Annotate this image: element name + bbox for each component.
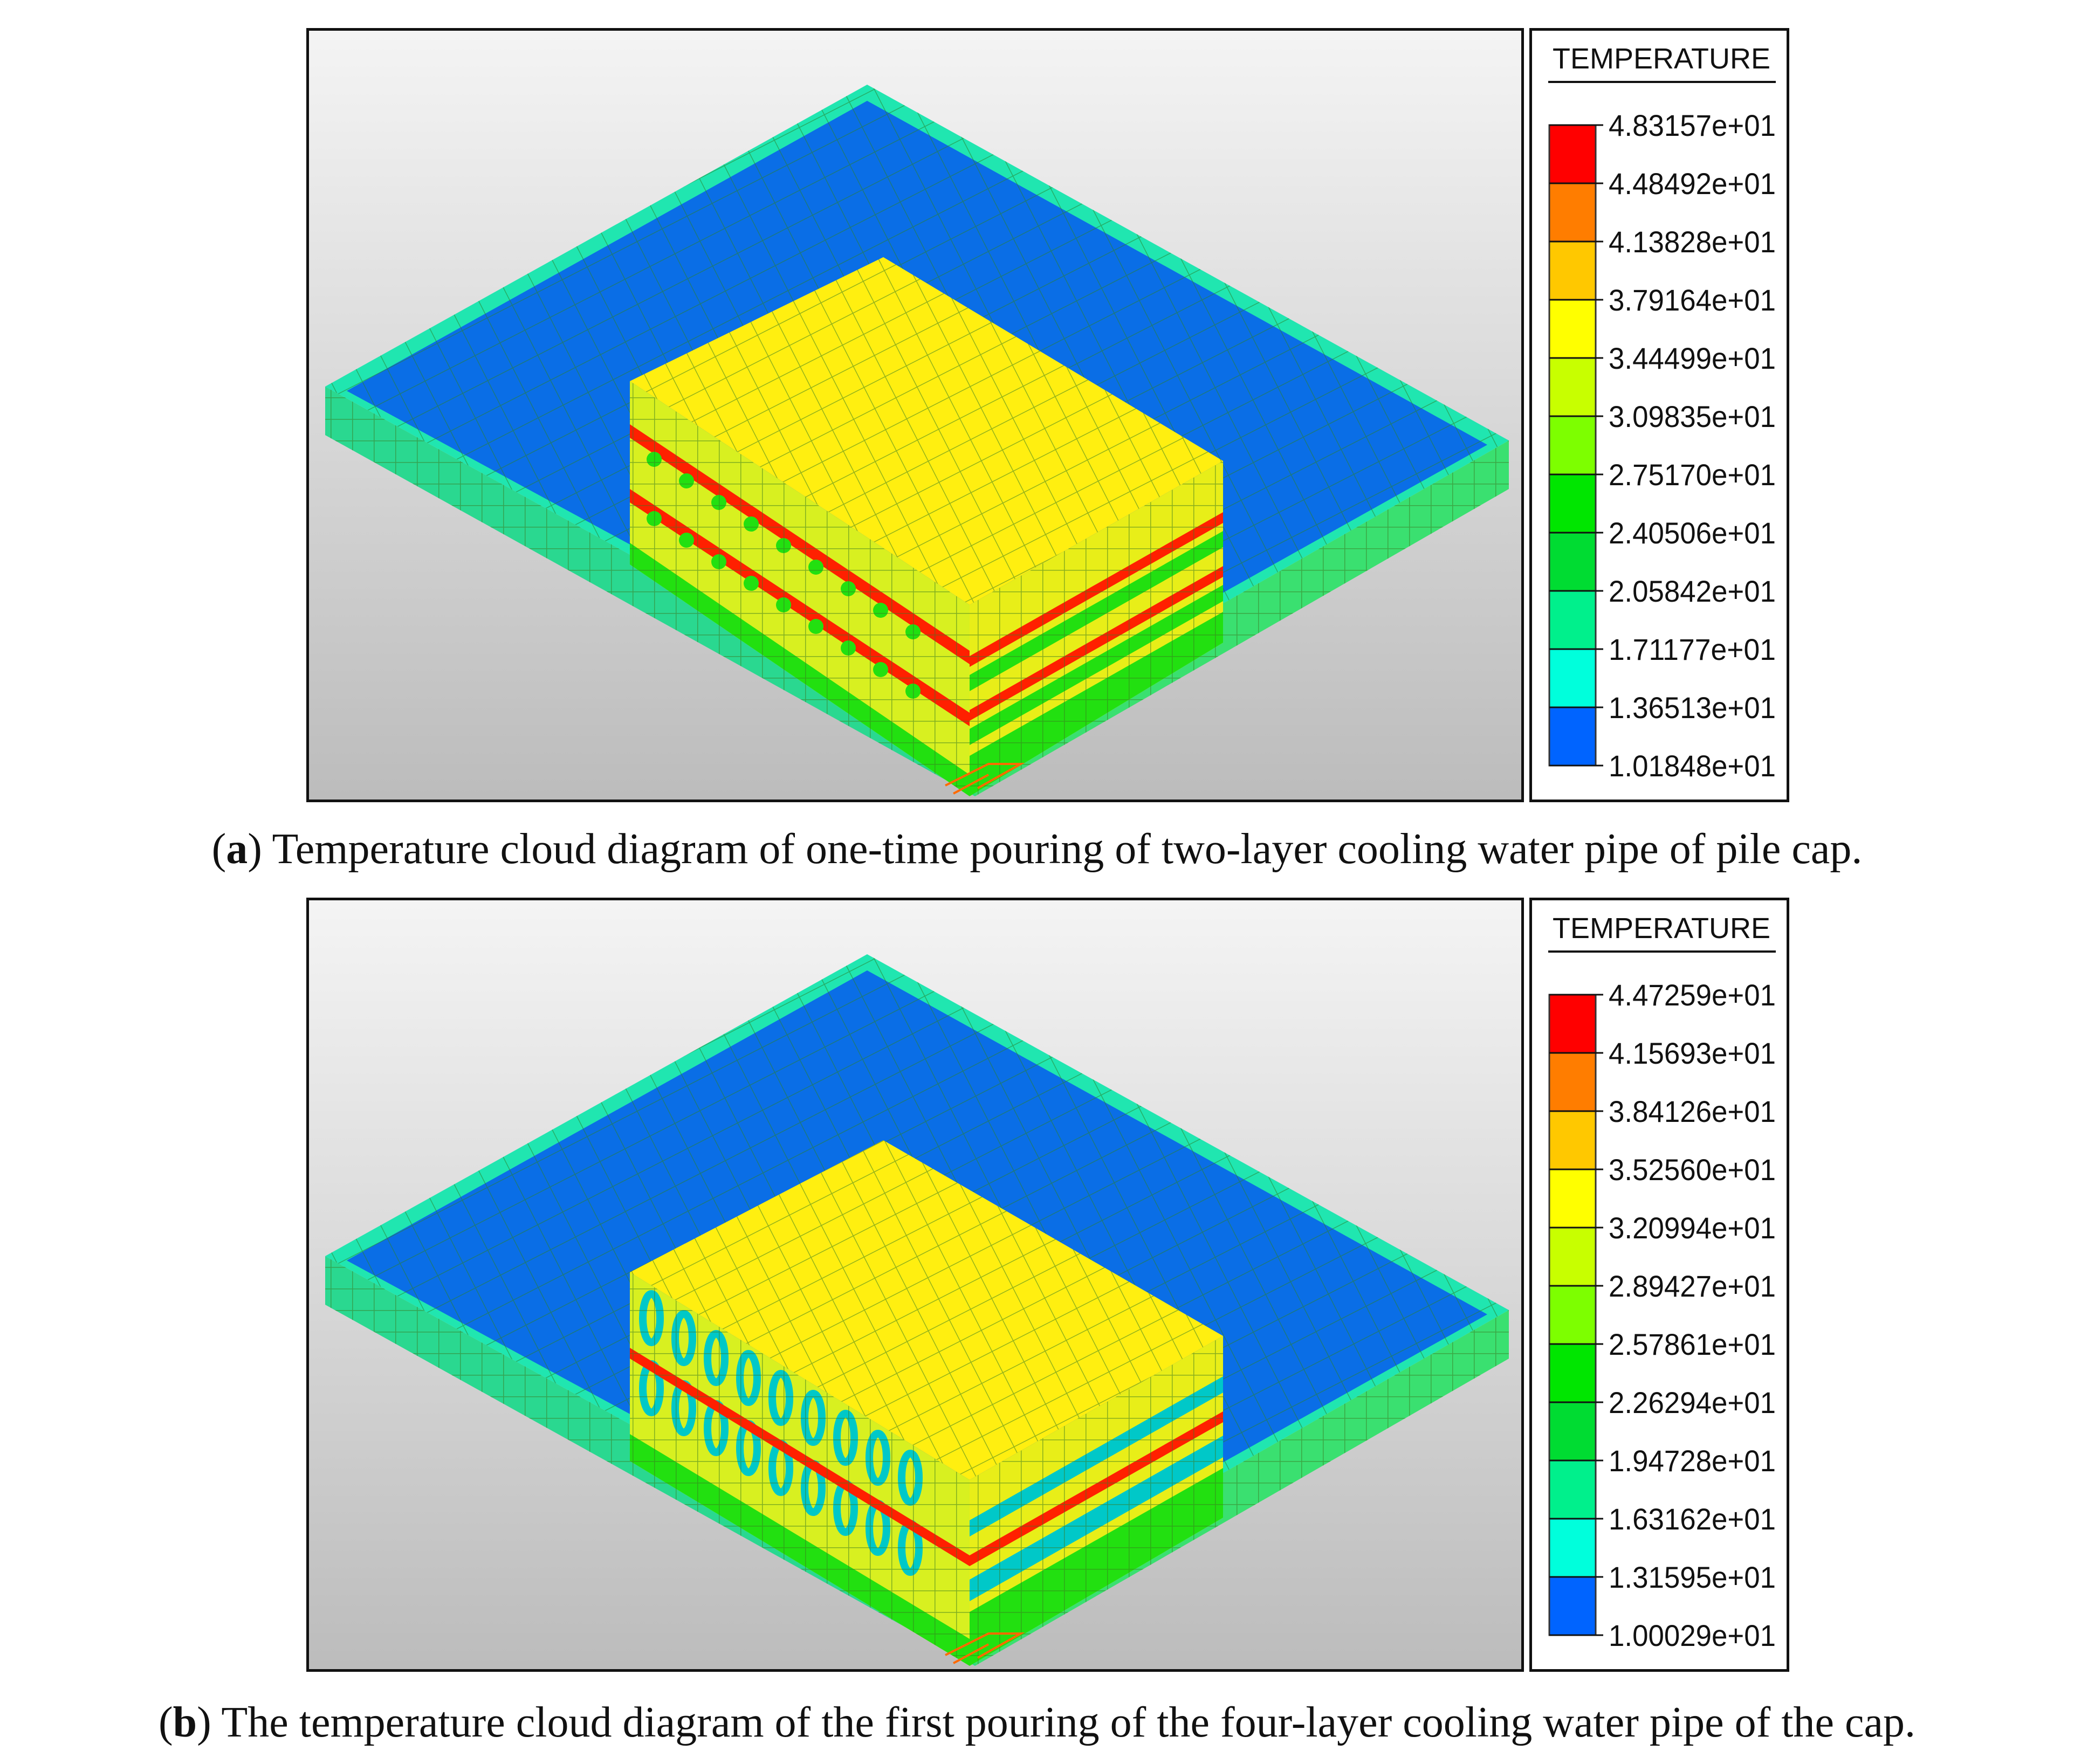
- legend-swatch: [1549, 474, 1596, 533]
- legend-label: 1.01848e+01: [1609, 749, 1776, 783]
- legend-label: 2.75170e+01: [1609, 458, 1776, 492]
- legend-swatch: [1549, 1577, 1596, 1635]
- legend-label: 1.71177e+01: [1609, 632, 1776, 666]
- legend-label: 3.09835e+01: [1609, 399, 1776, 433]
- legend-swatch: [1549, 242, 1596, 300]
- legend-swatch: [1549, 533, 1596, 591]
- legend-label: 3.44499e+01: [1609, 341, 1776, 375]
- legend-label: 4.47259e+01: [1609, 978, 1776, 1012]
- legend-swatch: [1549, 1111, 1596, 1169]
- legend-label: 3.79164e+01: [1609, 283, 1776, 317]
- legend-svg-a: TEMPERATURE 4.83157e+01 4.48492e+01 4.1382…: [1548, 43, 1776, 783]
- panel-a: TEMPERATURE 4.83157e+01 4.48492e+01 4.1382…: [306, 28, 1789, 802]
- legend-swatch: [1549, 125, 1596, 183]
- fe-model-b: [309, 900, 1521, 1669]
- legend-label: 4.13828e+01: [1609, 225, 1776, 259]
- caption-text: ) Temperature cloud diagram of one-time …: [248, 825, 1863, 873]
- legend-a: TEMPERATURE 4.83157e+01 4.48492e+01 4.1382…: [1529, 28, 1789, 802]
- legend-swatch: [1549, 1402, 1596, 1460]
- legend-swatch: [1549, 1519, 1596, 1577]
- legend-label: 4.83157e+01: [1609, 108, 1776, 142]
- legend-swatch: [1549, 1053, 1596, 1111]
- legend-label: 4.48492e+01: [1609, 167, 1776, 201]
- fe-model-a: [309, 31, 1521, 800]
- caption-a: (a) Temperature cloud diagram of one-tim…: [211, 825, 1863, 873]
- legend-label: 1.00029e+01: [1609, 1618, 1776, 1652]
- legend-label: 4.15693e+01: [1609, 1036, 1776, 1070]
- caption-letter: a: [226, 825, 248, 873]
- legend-label: 2.05842e+01: [1609, 574, 1776, 608]
- caption-letter: b: [173, 1699, 197, 1746]
- panel-b: TEMPERATURE 4.47259e+01 4.15693e+01 3.8412…: [306, 898, 1789, 1672]
- legend-title: TEMPERATURE: [1553, 43, 1770, 75]
- legend-swatch: [1549, 300, 1596, 358]
- legend-label: 1.94728e+01: [1609, 1444, 1776, 1478]
- legend-b: TEMPERATURE 4.47259e+01 4.15693e+01 3.8412…: [1529, 898, 1789, 1672]
- legend-label: 3.84126e+01: [1609, 1094, 1776, 1128]
- legend-label: 2.89427e+01: [1609, 1269, 1776, 1303]
- legend-swatch: [1549, 995, 1596, 1053]
- legend-label: 2.40506e+01: [1609, 516, 1776, 550]
- legend-label: 1.63162e+01: [1609, 1502, 1776, 1536]
- legend-label: 2.26294e+01: [1609, 1386, 1776, 1420]
- legend-labels: 4.83157e+01 4.48492e+01 4.13828e+01 3.79164…: [1549, 108, 1776, 783]
- legend-label: 1.31595e+01: [1609, 1560, 1776, 1594]
- legend-swatch: [1549, 183, 1596, 242]
- legend-swatch: [1549, 707, 1596, 766]
- legend-swatch: [1549, 1228, 1596, 1286]
- legend-swatch: [1549, 1169, 1596, 1228]
- legend-labels: 4.47259e+01 4.15693e+01 3.84126e+01 3.52560…: [1549, 978, 1776, 1652]
- legend-label: 1.36513e+01: [1609, 691, 1776, 725]
- legend-label: 3.52560e+01: [1609, 1153, 1776, 1187]
- caption-b: (b) The temperature cloud diagram of the…: [159, 1699, 1915, 1746]
- legend-swatch: [1549, 1460, 1596, 1519]
- legend-label: 2.57861e+01: [1609, 1327, 1776, 1361]
- legend-swatch: [1549, 1344, 1596, 1402]
- legend-swatch: [1549, 649, 1596, 707]
- legend-swatch: [1549, 358, 1596, 416]
- legend-color-bar: [1548, 994, 1597, 1636]
- model-viewport-a[interactable]: [306, 28, 1524, 802]
- legend-svg-b: TEMPERATURE 4.47259e+01 4.15693e+01 3.8412…: [1548, 912, 1776, 1652]
- legend-swatch: [1549, 1286, 1596, 1344]
- model-viewport-b[interactable]: [306, 898, 1524, 1672]
- legend-title: TEMPERATURE: [1553, 912, 1770, 945]
- legend-swatch: [1549, 591, 1596, 649]
- legend-color-bar: [1548, 124, 1597, 767]
- axis-marker-b: [945, 1632, 1025, 1664]
- axis-marker-a: [945, 763, 1025, 795]
- legend-swatch: [1549, 416, 1596, 474]
- caption-text: ) The temperature cloud diagram of the f…: [197, 1699, 1915, 1746]
- legend-label: 3.20994e+01: [1609, 1211, 1776, 1245]
